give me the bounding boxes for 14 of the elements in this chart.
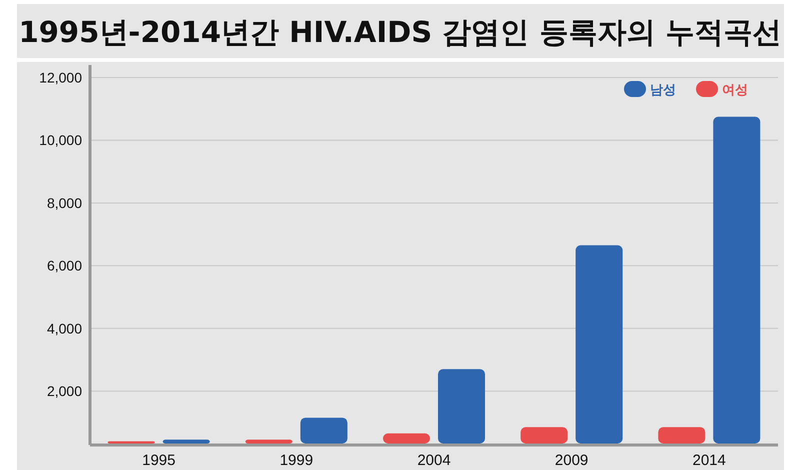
chart-title: 1995년-2014년간 HIV.AIDS 감염인 등록자의 누적곡선	[18, 15, 782, 49]
x-tick-label: 2004	[417, 452, 451, 469]
y-tick-label: 12,000	[39, 70, 82, 86]
y-tick-label: 4,000	[46, 320, 82, 336]
x-tick-label: 2009	[554, 452, 588, 469]
legend-label: 남성	[650, 82, 676, 97]
legend-label: 여성	[722, 82, 748, 97]
y-tick-label: 6,000	[46, 258, 82, 274]
x-tick-label: 2014	[692, 452, 726, 469]
x-tick-label: 1995	[142, 452, 176, 469]
y-tick-label: 10,000	[39, 132, 82, 148]
y-tick-label: 8,000	[46, 194, 82, 211]
x-tick-label: 1999	[280, 452, 314, 469]
y-tick-label: 2,000	[46, 383, 82, 400]
